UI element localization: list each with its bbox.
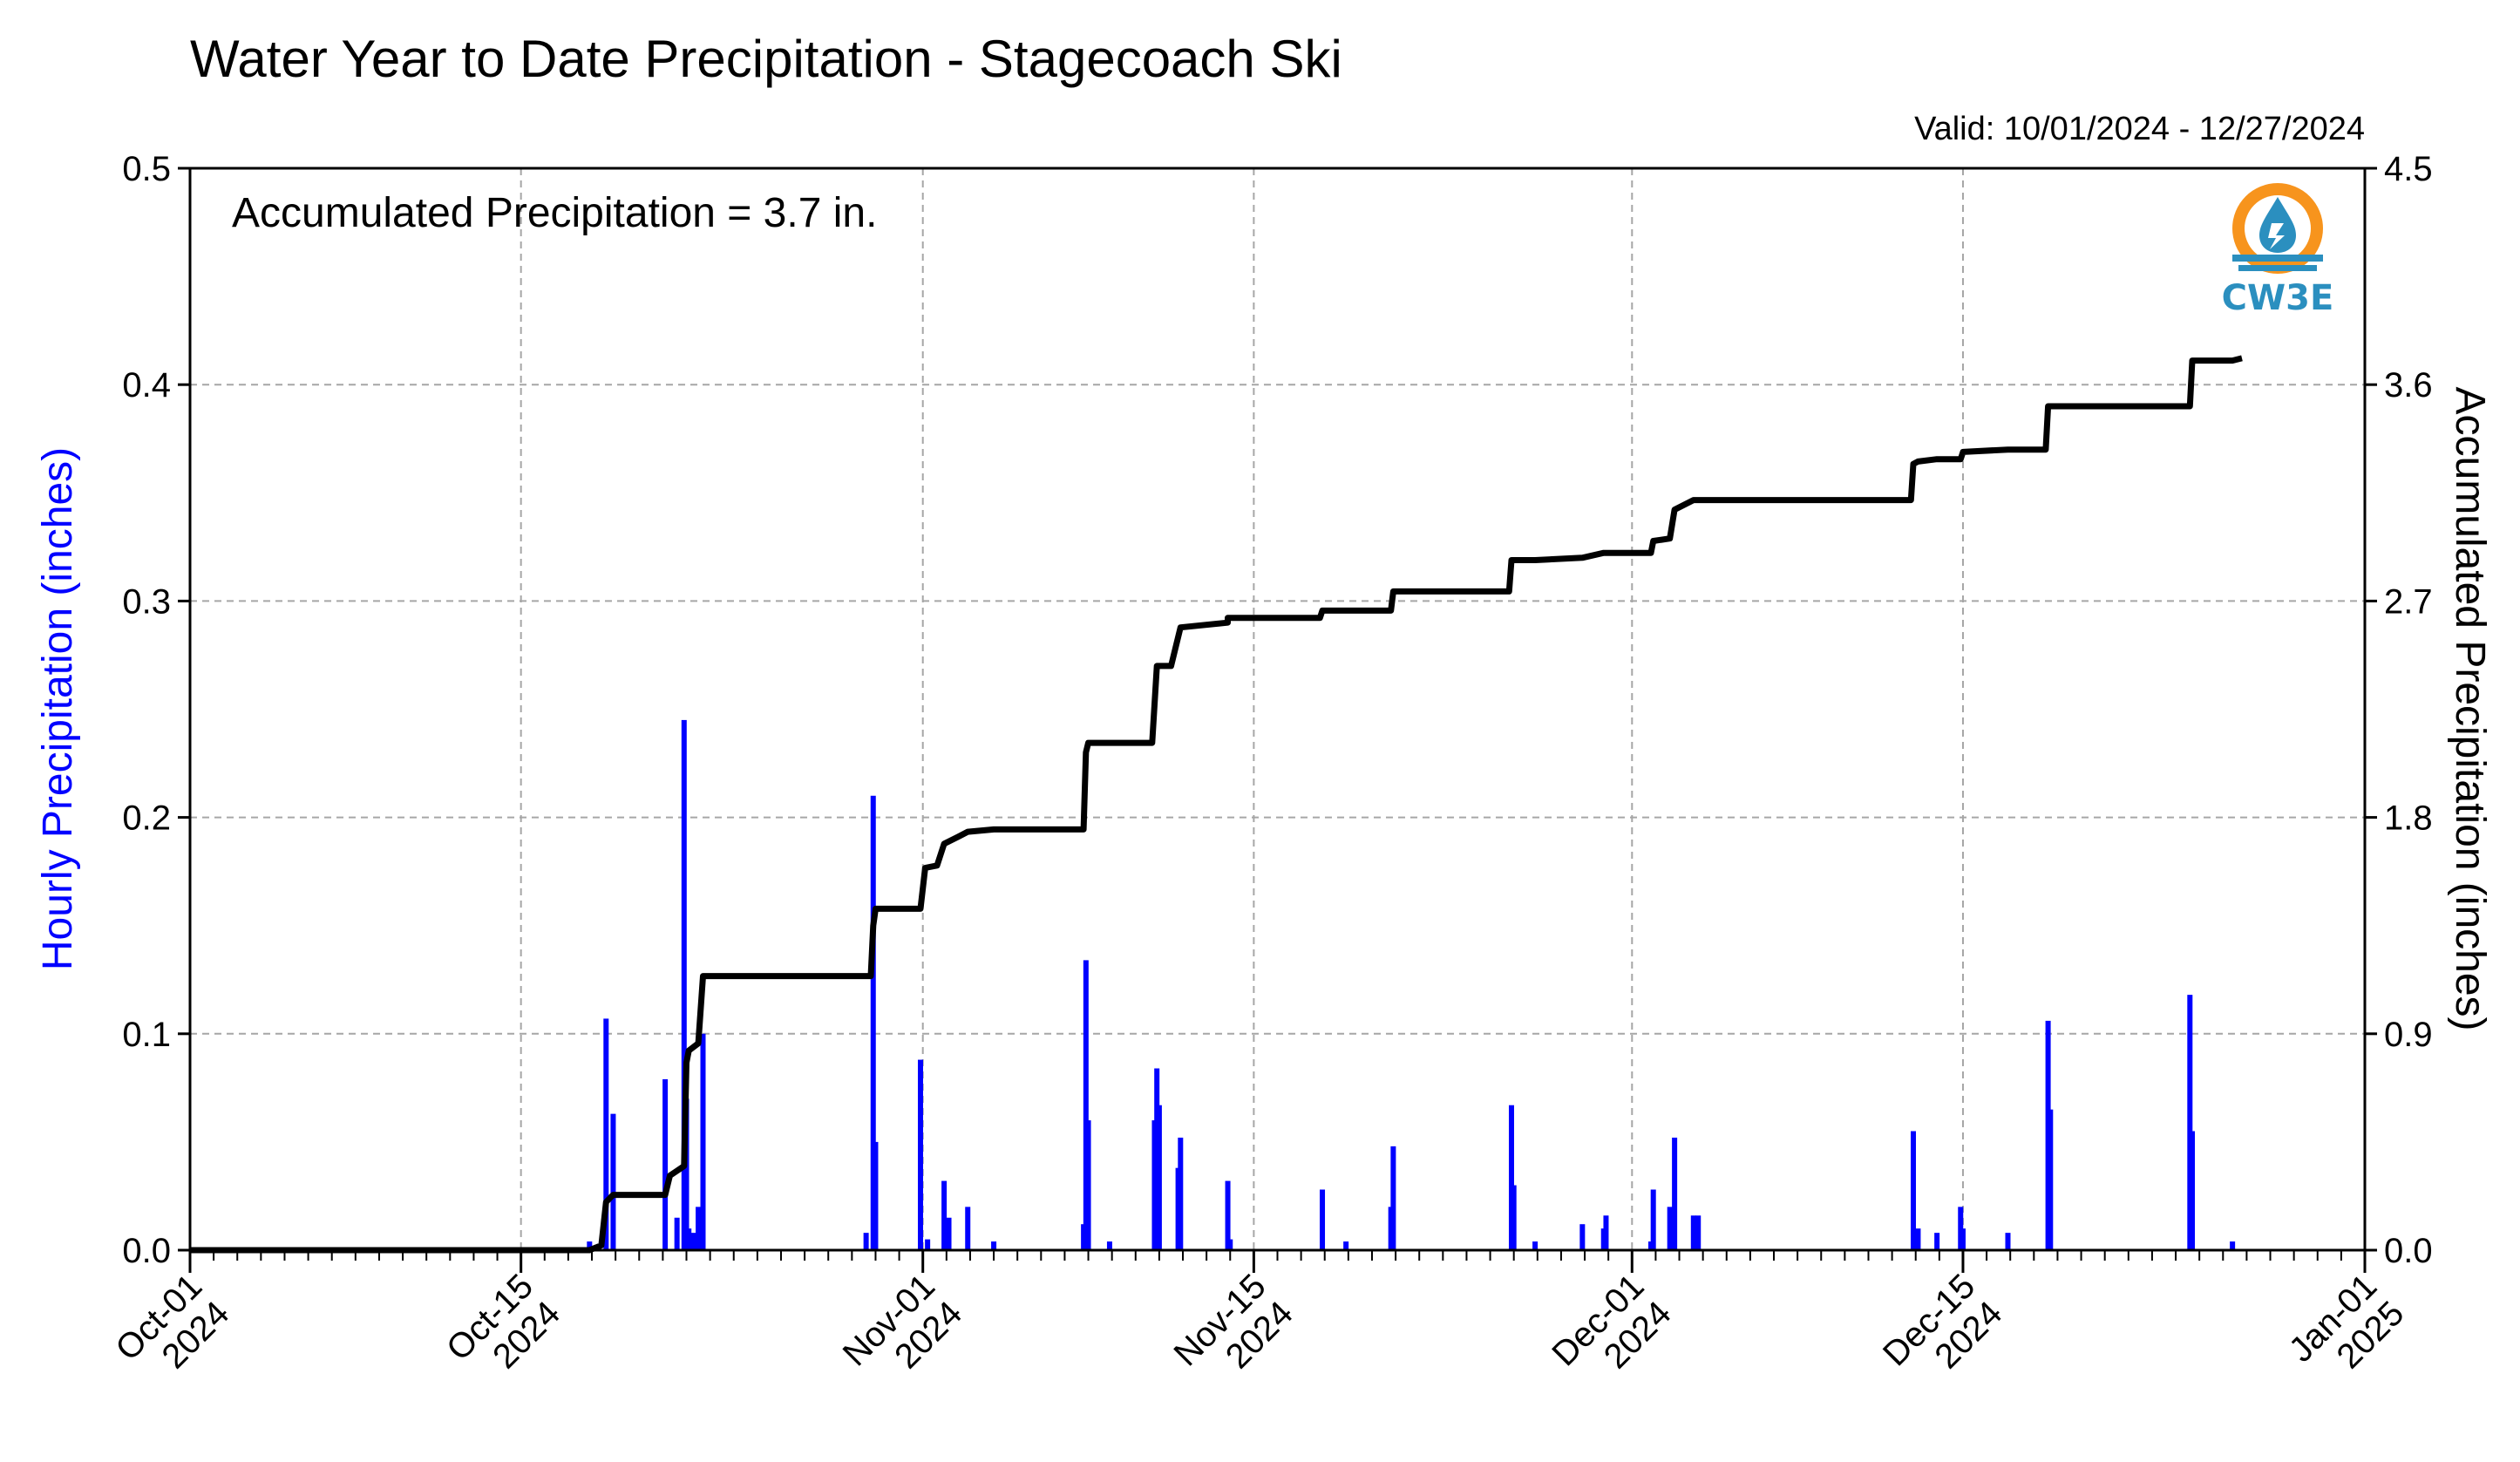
logo-wave-icon [2232,255,2323,262]
hourly-bars [587,719,2236,1250]
accumulated-annotation: Accumulated Precipitation = 3.7 in. [232,190,877,236]
hourly-bar [1672,1137,1678,1250]
y-right-tick-label: 0.0 [2384,1232,2433,1270]
hourly-bar [863,1233,869,1250]
hourly-bar [1915,1228,1921,1250]
y-right-tick-label: 3.6 [2384,366,2433,405]
valid-date-range: Valid: 10/01/2024 - 12/27/2024 [1914,111,2365,147]
y-left-tick-label: 0.3 [122,582,171,621]
y-left-tick-label: 0.1 [122,1016,171,1054]
hourly-bar [2048,1109,2054,1250]
hourly-bar [870,795,876,1250]
right-axis-label: Accumulated Precipitation (inches) [2447,386,2493,1030]
hourly-bar [1579,1224,1586,1250]
y-right-tick-label: 0.9 [2384,1016,2433,1054]
hourly-bar [700,1033,706,1250]
hourly-bar [610,1113,616,1250]
y-right-tick-label: 1.8 [2384,799,2433,838]
y-right-tick-label: 2.7 [2384,582,2433,621]
hourly-bar [1178,1137,1184,1250]
hourly-bar [662,1078,669,1250]
hourly-bar [2190,1131,2196,1250]
logo-text: CW3E [2222,278,2334,318]
hourly-bar [1960,1228,1966,1250]
accumulated-line [190,355,2243,1254]
grid-lines [190,168,2365,1250]
hourly-bar [1532,1241,1538,1250]
chart-title: Water Year to Date Precipitation - Stage… [190,30,1342,88]
hourly-bar [686,1228,692,1250]
hourly-bar [1508,1105,1514,1250]
hourly-bar [946,1217,952,1250]
hourly-bar [1227,1239,1233,1250]
logo-wave-icon [2238,265,2317,271]
y-left-tick-label: 0.4 [122,366,171,405]
hourly-bar [1085,1120,1091,1250]
hourly-bar [603,1018,609,1250]
hourly-bar [587,1241,593,1250]
hourly-bar [2230,1241,2236,1250]
hourly-bar [1511,1185,1517,1250]
hourly-bar [925,1239,931,1250]
hourly-bar [917,1059,923,1250]
hourly-bar [1106,1241,1112,1250]
hourly-bar [1225,1180,1231,1250]
y-left-tick-label: 0.0 [122,1232,171,1270]
hourly-bar [2005,1233,2011,1250]
hourly-bar [1667,1207,1673,1250]
hourly-bar [1603,1215,1609,1250]
hourly-bar [2187,995,2193,1250]
cw3e-logo: CW3E [2222,183,2334,318]
hourly-bar [991,1241,997,1250]
y-left-tick-label: 0.5 [122,150,171,188]
hourly-bar [1650,1189,1656,1250]
hourly-bar [1083,960,1089,1250]
hourly-bar [674,1217,680,1250]
hourly-bar [1690,1215,1696,1250]
hourly-bar [1390,1146,1396,1250]
y-right-tick-label: 4.5 [2384,150,2433,188]
left-axis-label: Hourly Precipitation (inches) [35,447,81,970]
y-left-tick-label: 0.2 [122,799,171,838]
hourly-bar [1156,1105,1162,1250]
plot-frame [188,167,2367,1252]
hourly-bar [1695,1215,1702,1250]
hourly-bar [1343,1241,1349,1250]
hourly-bar [1958,1207,1964,1250]
axis-ticks: 0.0 0.0 0.1 0.9 0.2 1.8 0.3 2.7 0.4 3.6 0.5 4.5 Oct-… [108,150,2433,1376]
hourly-bar [1934,1233,1940,1250]
hourly-bar [683,1098,689,1250]
hourly-bar [965,1207,971,1250]
accumulated-line-layer [190,355,2243,1254]
hourly-bar [690,1233,696,1250]
hourly-bar [696,1207,702,1250]
hourly-bar [941,1180,948,1250]
hourly-bar [681,719,687,1250]
logo-bolt-icon [2268,223,2285,249]
hourly-bar [873,1141,879,1250]
hourly-bar [1911,1131,1917,1250]
hourly-bar [1320,1189,1326,1250]
